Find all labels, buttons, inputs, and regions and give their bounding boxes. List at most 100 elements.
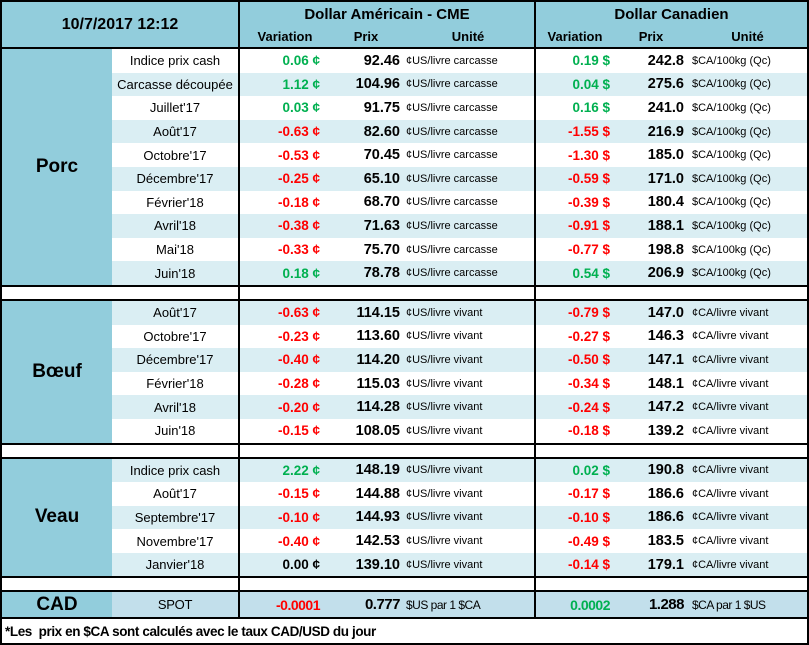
section-label-porc: Porc bbox=[2, 49, 112, 285]
us-unit-label: ¢US/livre carcasse bbox=[406, 219, 498, 232]
row-label: Décembre'17 bbox=[136, 352, 214, 368]
us-unit-label: ¢US/livre vivant bbox=[406, 377, 483, 390]
us-unit-label: ¢US/livre vivant bbox=[406, 558, 483, 571]
table-row: Indice prix cash 2.22 ¢ 148.19 ¢US/livre vi… bbox=[112, 458, 807, 483]
ca-price-value: 190.8 bbox=[647, 462, 684, 479]
ca-price-value: 183.5 bbox=[647, 533, 684, 550]
footnote: *Les prix en $CA sont calculés avec le t… bbox=[2, 619, 807, 643]
us-block: -0.25 ¢ 65.10 ¢US/livre carcasse bbox=[238, 166, 534, 191]
us-block: 0.06 ¢ 92.46 ¢US/livre carcasse bbox=[238, 49, 534, 73]
ca-block: -0.79 $ 147.0 ¢CA/livre vivant bbox=[534, 300, 807, 325]
table-row: Octobre'17 -0.23 ¢ 113.60 ¢US/livre vivant -… bbox=[112, 324, 807, 349]
us-unit-label: ¢US/livre carcasse bbox=[406, 172, 498, 185]
us-unit-label: ¢US/livre carcasse bbox=[406, 78, 498, 91]
ca-block: 0.19 $ 242.8 $CA/100kg (Qc) bbox=[534, 49, 807, 73]
us-variation-value: -0.25 ¢ bbox=[277, 171, 320, 187]
ca-variation-value: 0.02 $ bbox=[572, 462, 610, 478]
ca-price-value: 185.0 bbox=[647, 147, 684, 164]
ca-unit-label: ¢CA/livre vivant bbox=[692, 330, 769, 343]
ca-unit-label: $CA/100kg (Qc) bbox=[692, 172, 771, 185]
us-dollar-header-block: Dollar Américain - CME Variation Prix Un… bbox=[238, 2, 534, 47]
ca-price-value: 186.6 bbox=[647, 509, 684, 526]
us-variation-value: -0.15 ¢ bbox=[277, 423, 320, 439]
row-label: Avril'18 bbox=[154, 399, 196, 415]
ca-unit-label: ¢CA/livre vivant bbox=[692, 306, 769, 319]
us-variation-value: -0.20 ¢ bbox=[277, 399, 320, 415]
row-label: Mai'18 bbox=[156, 242, 194, 258]
us-variation-value: -0.63 ¢ bbox=[277, 305, 320, 321]
ca-block: -0.39 $ 180.4 $CA/100kg (Qc) bbox=[534, 190, 807, 215]
us-price-value: 70.45 bbox=[363, 147, 400, 164]
row-label: Novembre'17 bbox=[136, 533, 214, 549]
table-row: Mai'18 -0.33 ¢ 75.70 ¢US/livre carcasse -0.7… bbox=[112, 237, 807, 262]
row-label-spot: SPOT bbox=[157, 597, 193, 613]
us-unit-label: ¢US/livre carcasse bbox=[406, 267, 498, 280]
table-body: Porc Indice prix cash 0.06 ¢ 92.46 ¢US/livre… bbox=[2, 49, 807, 620]
us-variation-value: -0.10 ¢ bbox=[277, 509, 320, 525]
table-row: Juin'18 0.18 ¢ 78.78 ¢US/livre carcasse 0.54… bbox=[112, 261, 807, 285]
us-variation-column-header: Variation bbox=[257, 29, 313, 44]
row-label: Indice prix cash bbox=[129, 53, 221, 69]
us-unit-label: ¢US/livre vivant bbox=[406, 464, 483, 477]
section-divider bbox=[2, 444, 807, 459]
ca-variation-value: -0.50 $ bbox=[567, 352, 610, 368]
us-price-value: 104.96 bbox=[355, 76, 400, 93]
report-datetime: 10/7/2017 12:12 bbox=[61, 15, 179, 33]
table-row: Août'17 -0.15 ¢ 144.88 ¢US/livre vivant -0.1… bbox=[112, 482, 807, 506]
us-variation-value: -0.0001 bbox=[276, 596, 320, 613]
us-price-value: 92.46 bbox=[363, 52, 400, 69]
ca-block: 0.02 $ 190.8 ¢CA/livre vivant bbox=[534, 458, 807, 483]
ca-unit-label: ¢CA/livre vivant bbox=[692, 464, 769, 477]
ca-unit-label: ¢CA/livre vivant bbox=[692, 487, 769, 500]
row-label: Août'17 bbox=[153, 305, 197, 321]
ca-price-value: 171.0 bbox=[647, 170, 684, 187]
ca-block: -0.18 $ 139.2 ¢CA/livre vivant bbox=[534, 418, 807, 443]
table-row: Décembre'17 -0.25 ¢ 65.10 ¢US/livre carcass… bbox=[112, 166, 807, 191]
table-row: Juillet'17 0.03 ¢ 91.75 ¢US/livre carcasse 0… bbox=[112, 96, 807, 120]
ca-price-value: 242.8 bbox=[647, 52, 684, 69]
us-variation-value: -0.15 ¢ bbox=[277, 486, 320, 502]
ca-unite-column-header: Unité bbox=[731, 29, 764, 44]
us-block: -0.18 ¢ 68.70 ¢US/livre carcasse bbox=[238, 190, 534, 215]
row-label: Octobre'17 bbox=[143, 147, 207, 163]
us-block: -0.15 ¢ 108.05 ¢US/livre vivant bbox=[238, 418, 534, 443]
us-variation-value: -0.23 ¢ bbox=[277, 328, 320, 344]
ca-price-value: 186.6 bbox=[647, 485, 684, 502]
us-block: -0.40 ¢ 142.53 ¢US/livre vivant bbox=[238, 529, 534, 553]
ca-dollar-header-block: Dollar Canadien Variation Prix Unité bbox=[534, 2, 807, 47]
ca-unit-label: ¢CA/livre vivant bbox=[692, 424, 769, 437]
ca-unit-label: ¢CA/livre vivant bbox=[692, 353, 769, 366]
section-rows: Indice prix cash 2.22 ¢ 148.19 ¢US/livre vi… bbox=[112, 458, 807, 577]
ca-price-value: 146.3 bbox=[647, 328, 684, 345]
ca-block: -0.24 $ 147.2 ¢CA/livre vivant bbox=[534, 395, 807, 419]
us-variation-value: 0.18 ¢ bbox=[282, 265, 320, 281]
table-row: Juin'18 -0.15 ¢ 108.05 ¢US/livre vivant -0.1… bbox=[112, 418, 807, 443]
ca-price-value: 180.4 bbox=[647, 194, 684, 211]
ca-unit-label: $CA/100kg (Qc) bbox=[692, 54, 771, 67]
us-unit-label: ¢US/livre vivant bbox=[406, 330, 483, 343]
ca-block: -0.10 $ 186.6 ¢CA/livre vivant bbox=[534, 505, 807, 530]
us-price-value: 113.60 bbox=[356, 328, 400, 345]
us-unit-label: ¢US/livre carcasse bbox=[406, 54, 498, 67]
us-unit-label: ¢US/livre vivant bbox=[406, 424, 483, 437]
us-price-value: 114.15 bbox=[356, 304, 400, 321]
us-unit-label: ¢US/livre carcasse bbox=[406, 149, 498, 162]
ca-block: -0.27 $ 146.3 ¢CA/livre vivant bbox=[534, 324, 807, 349]
ca-prix-column-header: Prix bbox=[638, 29, 664, 44]
ca-variation-value: -0.59 $ bbox=[567, 171, 610, 187]
us-price-value: 0.777 bbox=[364, 596, 401, 614]
row-label: Carcasse découpée bbox=[117, 76, 233, 92]
section-porc: Porc Indice prix cash 0.06 ¢ 92.46 ¢US/livre… bbox=[2, 49, 807, 287]
us-price-value: 68.70 bbox=[363, 194, 400, 211]
us-unit-label: ¢US/livre vivant bbox=[406, 511, 483, 524]
ca-block: 0.54 $ 206.9 $CA/100kg (Qc) bbox=[534, 261, 807, 285]
row-label: Décembre'17 bbox=[136, 171, 214, 187]
section-boeuf: Bœuf Août'17 -0.63 ¢ 114.15 ¢US/livre vivant… bbox=[2, 300, 807, 445]
ca-column-headers: Variation Prix Unité bbox=[536, 26, 807, 47]
us-price-value: 65.10 bbox=[363, 170, 400, 187]
ca-unit-label: $CA/100kg (Qc) bbox=[692, 196, 771, 209]
ca-unit-label: $CA/100kg (Qc) bbox=[692, 125, 771, 138]
cad-spot-row: CAD SPOT -0.0001 0.777 $US par 1 $CA 0.0002 1.… bbox=[2, 592, 807, 620]
ca-block: -0.59 $ 171.0 $CA/100kg (Qc) bbox=[534, 166, 807, 191]
us-variation-value: -0.40 ¢ bbox=[277, 352, 320, 368]
